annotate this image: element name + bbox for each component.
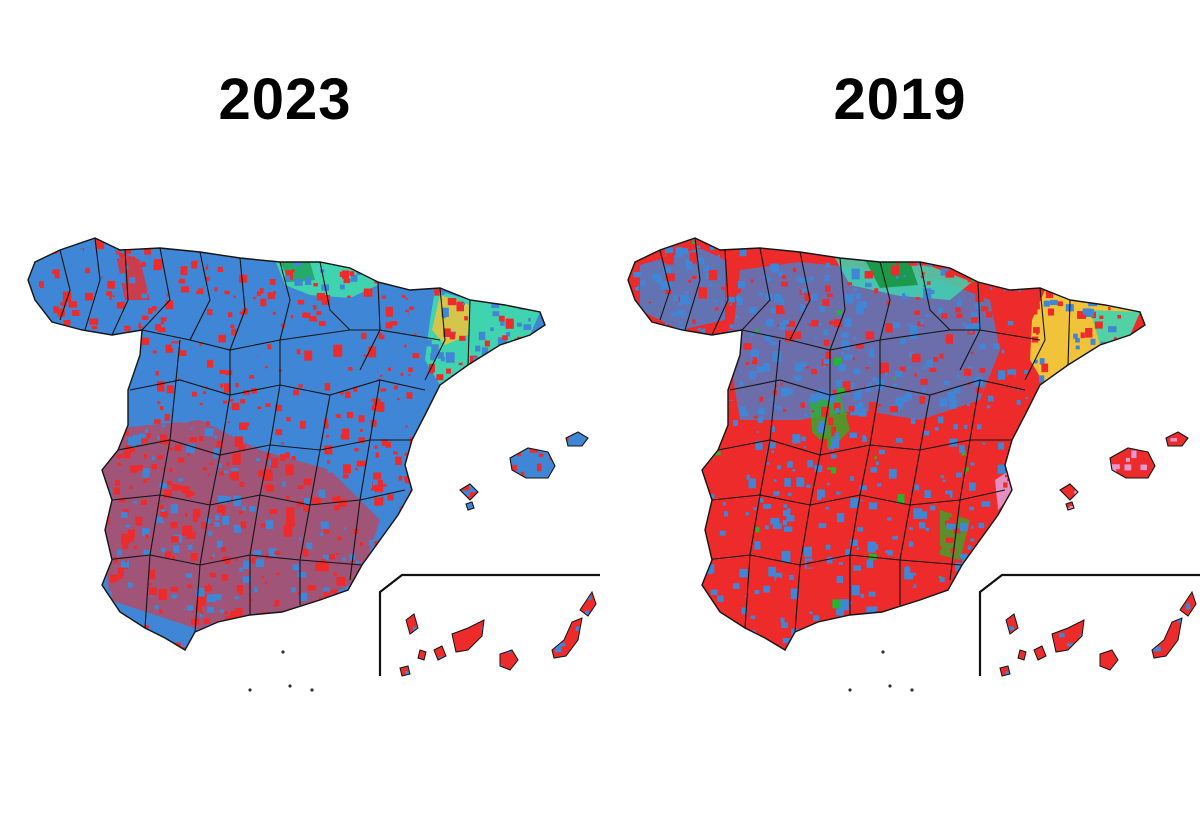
map-title-year: 2023 — [218, 67, 352, 132]
spain-map — [627, 237, 1200, 692]
balearic-islands — [460, 432, 588, 510]
canary-islands — [1000, 592, 1196, 676]
map-panel-2023: 2023 — [27, 67, 600, 692]
map-panel-2019: 2019 — [600, 0, 1200, 840]
mainland — [628, 238, 1145, 650]
canary-inset-frame — [378, 573, 600, 676]
map-title-year: 2019 — [833, 67, 967, 132]
mainland — [28, 238, 545, 650]
province-borders — [659, 238, 1071, 633]
province-borders — [59, 238, 471, 633]
balearic-islands — [1060, 432, 1188, 510]
canary-islands — [400, 592, 596, 676]
mainland-outline — [627, 237, 1146, 651]
spain-map — [27, 237, 600, 692]
mainland-outline — [27, 237, 546, 651]
canary-inset-frame — [978, 573, 1200, 676]
